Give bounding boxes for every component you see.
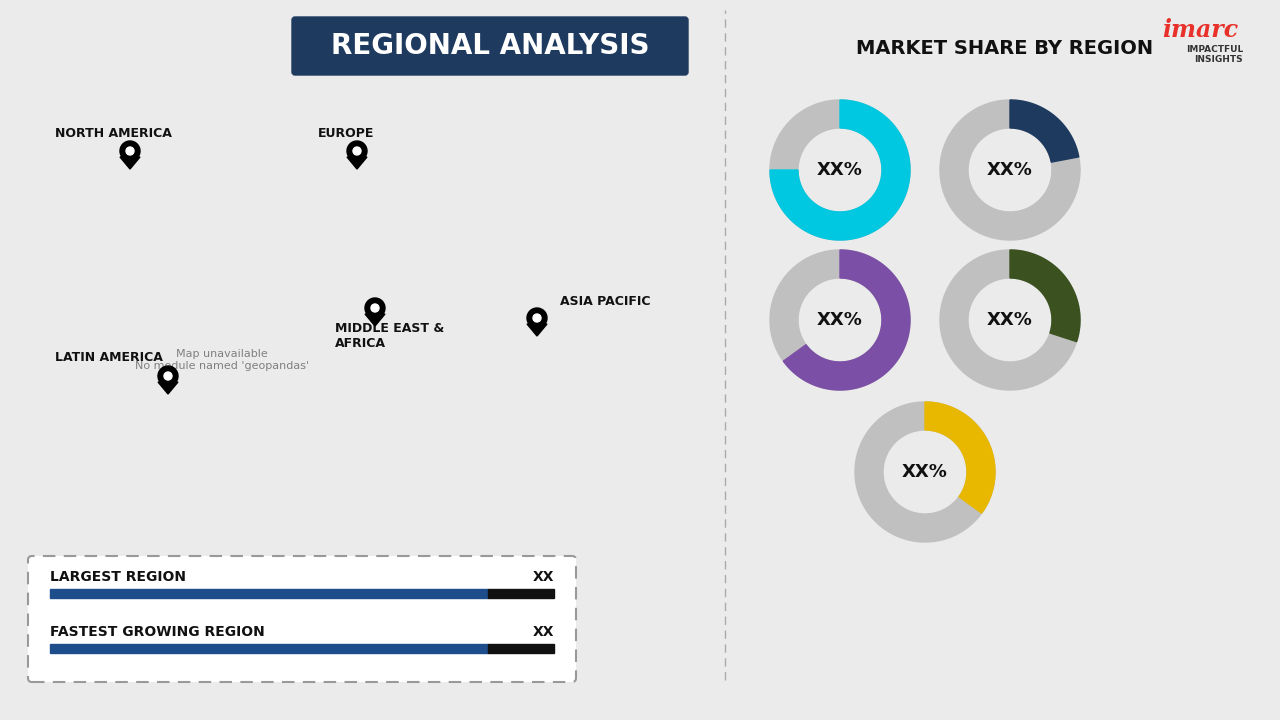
Polygon shape [527,324,547,336]
Circle shape [532,314,541,322]
Polygon shape [771,100,910,240]
Polygon shape [771,100,910,240]
FancyBboxPatch shape [292,17,689,75]
Circle shape [157,366,178,386]
Polygon shape [940,100,1080,240]
Text: INSIGHTS: INSIGHTS [1194,55,1243,63]
Text: XX: XX [532,570,554,584]
Text: LARGEST REGION: LARGEST REGION [50,570,186,584]
FancyBboxPatch shape [28,556,576,682]
Circle shape [120,141,140,161]
Bar [489,589,554,598]
Polygon shape [157,382,178,394]
Text: FASTEST GROWING REGION: FASTEST GROWING REGION [50,625,265,639]
Text: XX%: XX% [817,161,863,179]
Text: XX%: XX% [817,311,863,329]
Text: XX%: XX% [987,161,1033,179]
Polygon shape [120,157,140,169]
Circle shape [365,298,385,318]
Bar [489,644,554,653]
Polygon shape [940,250,1080,390]
Text: Map unavailable
No module named 'geopandas': Map unavailable No module named 'geopand… [134,349,310,371]
Text: EUROPE: EUROPE [317,127,374,140]
Polygon shape [925,402,995,513]
Bar [50,589,489,598]
Circle shape [125,147,134,155]
Text: XX: XX [532,625,554,639]
Polygon shape [855,402,995,542]
Polygon shape [347,157,367,169]
Polygon shape [771,250,910,390]
Text: REGIONAL ANALYSIS: REGIONAL ANALYSIS [330,32,649,60]
Text: IMPACTFUL: IMPACTFUL [1185,45,1243,55]
Circle shape [371,304,379,312]
Circle shape [353,147,361,155]
Polygon shape [1010,100,1079,162]
Text: MIDDLE EAST &
AFRICA: MIDDLE EAST & AFRICA [335,322,444,350]
Circle shape [527,308,547,328]
Text: XX%: XX% [987,311,1033,329]
Text: LATIN AMERICA: LATIN AMERICA [55,351,163,364]
Text: NORTH AMERICA: NORTH AMERICA [55,127,172,140]
Polygon shape [365,314,385,326]
Text: ASIA PACIFIC: ASIA PACIFIC [561,295,650,308]
Polygon shape [783,250,910,390]
Polygon shape [1010,250,1080,341]
Text: MARKET SHARE BY REGION: MARKET SHARE BY REGION [856,38,1153,58]
Text: XX%: XX% [902,463,948,481]
Text: imarc: imarc [1162,18,1238,42]
Circle shape [347,141,367,161]
Circle shape [164,372,172,380]
Bar [50,644,489,653]
